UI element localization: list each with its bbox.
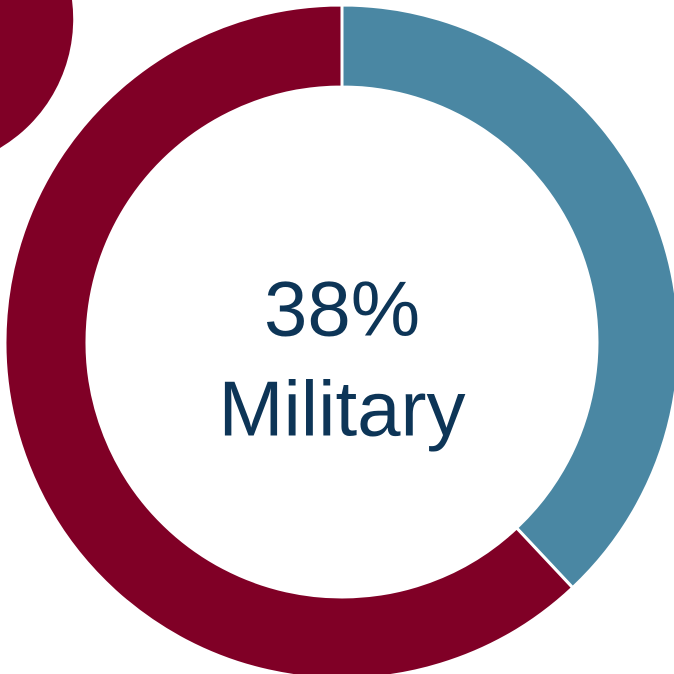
- donut-segment: [3, 3, 575, 674]
- donut: [3, 3, 674, 674]
- center-value: 38%: [264, 265, 420, 353]
- center-label: Military: [219, 365, 466, 453]
- neighbor-ring: [0, 0, 74, 148]
- donut-segment: [340, 3, 674, 590]
